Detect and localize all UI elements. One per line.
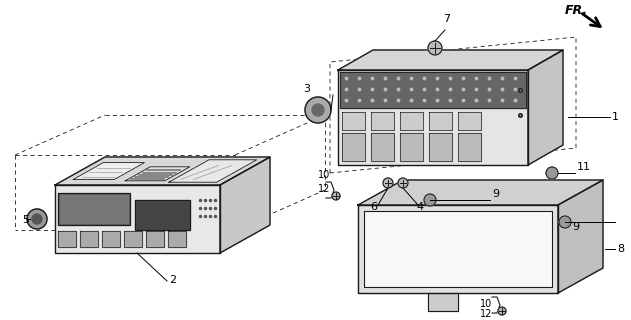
Text: 7: 7 bbox=[443, 14, 450, 24]
Polygon shape bbox=[428, 293, 458, 311]
Text: 2: 2 bbox=[169, 275, 176, 285]
Polygon shape bbox=[55, 157, 270, 185]
Circle shape bbox=[498, 307, 506, 315]
Polygon shape bbox=[400, 112, 423, 130]
Polygon shape bbox=[220, 157, 270, 253]
Circle shape bbox=[27, 209, 47, 229]
Polygon shape bbox=[338, 50, 563, 70]
Polygon shape bbox=[528, 50, 563, 165]
Polygon shape bbox=[58, 193, 130, 225]
Text: 12: 12 bbox=[318, 184, 331, 194]
Text: 12: 12 bbox=[480, 309, 492, 319]
Polygon shape bbox=[458, 112, 481, 130]
Circle shape bbox=[32, 214, 42, 224]
Text: 11: 11 bbox=[577, 162, 591, 172]
Text: 9: 9 bbox=[492, 189, 499, 199]
Polygon shape bbox=[146, 231, 164, 247]
Circle shape bbox=[428, 41, 442, 55]
Circle shape bbox=[312, 104, 324, 116]
Circle shape bbox=[332, 192, 340, 200]
Polygon shape bbox=[371, 133, 394, 161]
Polygon shape bbox=[340, 72, 526, 108]
Polygon shape bbox=[124, 231, 142, 247]
Polygon shape bbox=[169, 160, 257, 182]
Text: 9: 9 bbox=[572, 222, 579, 232]
Polygon shape bbox=[338, 70, 528, 165]
Polygon shape bbox=[60, 195, 128, 223]
Polygon shape bbox=[73, 163, 144, 180]
Polygon shape bbox=[342, 133, 365, 161]
Polygon shape bbox=[125, 167, 190, 181]
Circle shape bbox=[559, 216, 571, 228]
Text: FR.: FR. bbox=[565, 4, 588, 17]
Polygon shape bbox=[102, 231, 120, 247]
Polygon shape bbox=[358, 180, 603, 205]
Polygon shape bbox=[364, 211, 552, 287]
Polygon shape bbox=[371, 112, 394, 130]
Circle shape bbox=[305, 97, 331, 123]
Polygon shape bbox=[58, 231, 76, 247]
Polygon shape bbox=[429, 112, 452, 130]
Text: 1: 1 bbox=[612, 112, 619, 122]
Polygon shape bbox=[358, 205, 558, 293]
Text: 8: 8 bbox=[617, 244, 624, 254]
Text: 5: 5 bbox=[22, 215, 29, 225]
Circle shape bbox=[383, 178, 393, 188]
Circle shape bbox=[398, 178, 408, 188]
Polygon shape bbox=[558, 180, 603, 293]
Polygon shape bbox=[429, 133, 452, 161]
Polygon shape bbox=[168, 231, 186, 247]
Polygon shape bbox=[342, 112, 365, 130]
Circle shape bbox=[546, 167, 558, 179]
Polygon shape bbox=[135, 200, 190, 230]
Polygon shape bbox=[80, 231, 98, 247]
Polygon shape bbox=[55, 185, 220, 253]
Text: 10: 10 bbox=[480, 299, 492, 309]
Text: 4: 4 bbox=[416, 202, 423, 212]
Polygon shape bbox=[458, 133, 481, 161]
Polygon shape bbox=[400, 133, 423, 161]
Text: 3: 3 bbox=[303, 84, 310, 94]
Circle shape bbox=[424, 194, 436, 206]
Text: 6: 6 bbox=[370, 202, 377, 212]
Text: 10: 10 bbox=[318, 170, 330, 180]
